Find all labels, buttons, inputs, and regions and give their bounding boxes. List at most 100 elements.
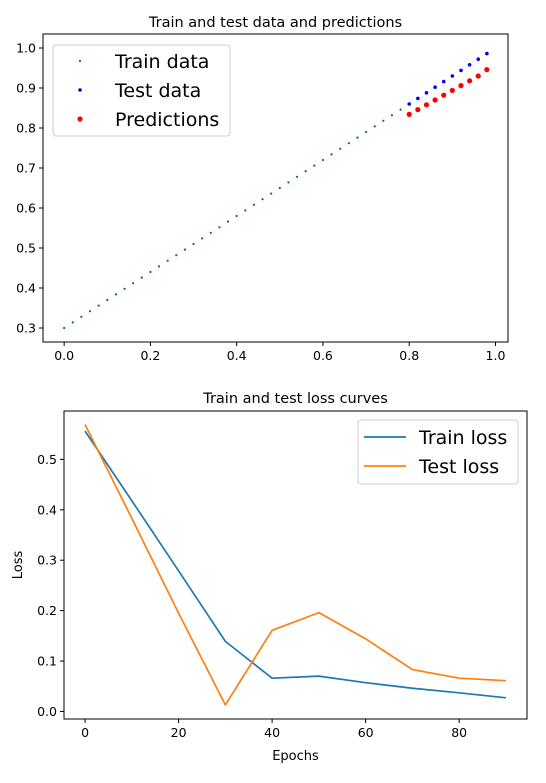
y-tick-label: 0.4	[37, 502, 57, 517]
data-point	[295, 175, 299, 178]
x-tick-label: 0	[81, 725, 89, 740]
x-tick-label: 1.0	[486, 348, 506, 363]
data-point	[313, 164, 316, 167]
x-tick-label: 0.0	[54, 348, 74, 363]
x-tick-label: 0.4	[227, 348, 247, 363]
data-point	[201, 237, 204, 240]
data-point	[63, 326, 66, 330]
x-tick-label: 0.2	[140, 348, 160, 363]
chart-loss-curves: Train and test loss curves 0 20 40 60 80 0.0…	[11, 391, 528, 764]
data-point	[399, 108, 402, 111]
legend: Train loss Test loss	[357, 419, 519, 485]
legend-label: Train data	[114, 51, 209, 73]
chart-predictions: Train and test data and predictions 0.0 0…	[16, 15, 509, 363]
y-tick-label: 0.9	[16, 81, 36, 96]
data-point	[459, 68, 463, 73]
data-point	[304, 170, 307, 173]
data-point	[449, 87, 455, 93]
data-point	[407, 102, 412, 106]
y-tick-label: 0.4	[16, 281, 36, 296]
data-point	[475, 73, 481, 79]
series-line	[84, 430, 507, 699]
x-axis-label: Epochs	[272, 749, 319, 764]
chart-title: Train and test data and predictions	[148, 15, 402, 31]
plot-area-frame	[42, 33, 509, 343]
x-tick-label: 60	[358, 725, 374, 740]
y-axis: 0.3 0.4 0.5 0.6 0.7 0.8 0.9 1.0	[16, 41, 43, 336]
data-point	[433, 85, 437, 89]
data-point	[226, 220, 230, 223]
x-tick-label: 20	[171, 725, 187, 740]
data-point	[71, 321, 74, 324]
data-point	[390, 114, 394, 117]
y-axis: 0.0 0.1 0.2 0.3 0.4 0.5	[37, 452, 64, 719]
x-tick-label: 0.8	[399, 348, 419, 363]
data-point	[183, 248, 187, 251]
data-point	[432, 97, 438, 103]
plot-area-frame	[63, 410, 528, 720]
series-line	[84, 424, 506, 706]
data-point	[123, 287, 126, 290]
data-point	[114, 293, 117, 296]
data-point	[485, 51, 489, 56]
data-point	[80, 315, 83, 318]
y-tick-label: 0.1	[37, 654, 57, 669]
data-point	[364, 130, 368, 134]
data-point	[382, 119, 385, 122]
data-point	[321, 158, 325, 162]
data-point	[406, 111, 412, 117]
legend-box	[52, 44, 231, 137]
legend-label: Predictions	[115, 109, 219, 131]
data-point	[270, 192, 273, 195]
data-point	[441, 79, 446, 84]
data-point	[209, 231, 212, 234]
data-point	[97, 304, 100, 307]
data-point	[175, 254, 178, 257]
legend: Train data Test data Predictions	[52, 44, 231, 137]
y-tick-label: 0.8	[16, 121, 36, 136]
data-point	[132, 282, 135, 285]
x-tick-label: 40	[264, 725, 280, 740]
data-point	[339, 147, 342, 150]
data-point	[192, 242, 195, 246]
data-point	[467, 63, 472, 67]
legend-label: Test data	[114, 80, 201, 102]
data-point	[235, 214, 238, 218]
chart-title: Train and test loss curves	[202, 391, 388, 407]
data-point	[166, 259, 169, 262]
data-point	[140, 276, 143, 279]
x-axis: 0.0 0.2 0.4 0.6 0.8 1.0	[54, 342, 505, 363]
y-axis-label: Loss	[11, 551, 26, 580]
data-point	[415, 107, 421, 113]
y-tick-label: 0.6	[16, 201, 36, 216]
data-point	[218, 226, 221, 229]
data-point	[244, 209, 247, 212]
data-point	[484, 67, 490, 73]
legend-marker	[77, 116, 83, 122]
data-point	[467, 78, 473, 84]
data-point	[261, 198, 264, 201]
legend-box	[357, 419, 519, 485]
legend-label: Test loss	[418, 456, 499, 478]
data-point	[356, 136, 359, 139]
data-lines	[84, 424, 507, 706]
x-axis: 0 20 40 60 80	[81, 719, 467, 740]
data-point	[330, 153, 333, 156]
data-point	[373, 125, 376, 128]
legend-marker	[78, 88, 82, 92]
y-tick-label: 1.0	[16, 41, 36, 56]
data-point	[424, 91, 429, 95]
y-tick-label: 0.3	[37, 553, 57, 568]
data-point	[441, 92, 447, 98]
y-tick-label: 0.2	[37, 603, 57, 618]
data-point	[416, 96, 420, 101]
y-tick-label: 0.3	[16, 321, 36, 336]
y-tick-label: 0.5	[37, 452, 57, 467]
y-tick-label: 0.7	[16, 161, 36, 176]
y-tick-label: 0.0	[37, 704, 57, 719]
data-point	[450, 74, 455, 78]
data-point	[458, 83, 464, 89]
y-tick-label: 0.5	[16, 241, 36, 256]
data-point	[88, 310, 92, 313]
